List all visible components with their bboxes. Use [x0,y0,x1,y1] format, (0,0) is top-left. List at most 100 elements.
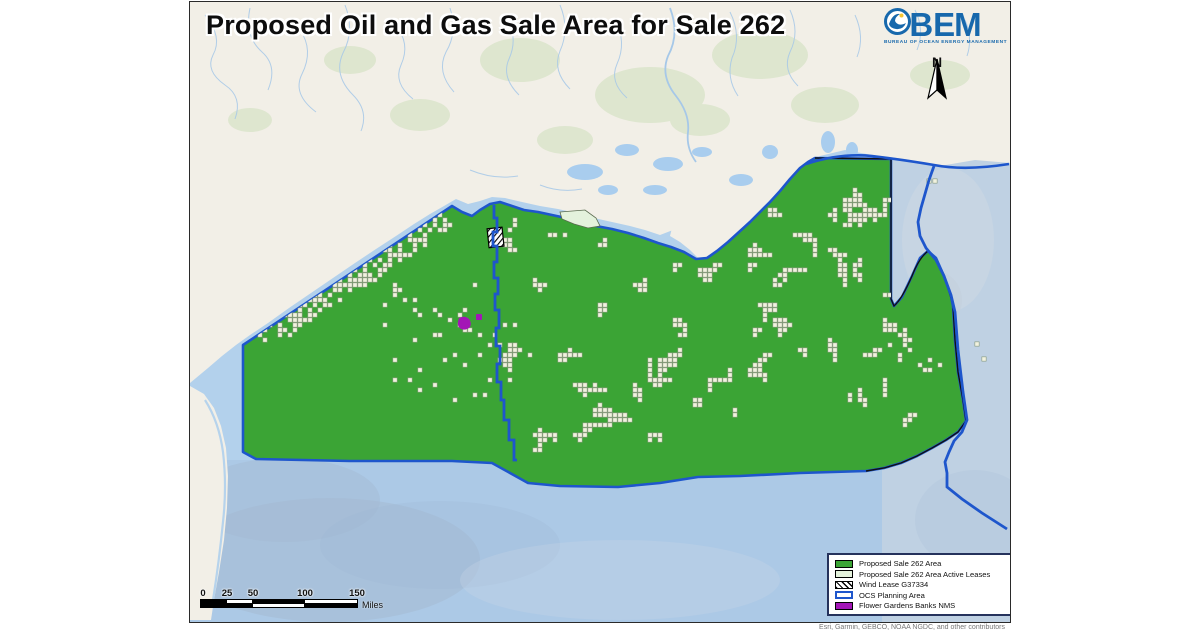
lease-block [657,382,663,388]
lease-block [882,317,888,323]
scale-unit: Miles [362,600,384,610]
lease-block [447,222,453,228]
lease-block [722,377,728,383]
lease-block [912,412,918,418]
lease-block [727,372,733,378]
lease-block [907,412,913,418]
lease-block [602,307,608,313]
legend-label: Wind Lease G37334 [859,580,929,589]
boem-letter-b: B [909,6,933,43]
lease-block [512,217,518,223]
lease-block [792,267,798,273]
legend-item-sale-area: Proposed Sale 262 Area [835,559,1007,568]
lease-block [442,357,448,363]
wind-lease-hatch-swatch [835,580,853,589]
lease-block [782,277,788,283]
ocs-boundary-east [916,165,1008,531]
active-leases-swatch [835,570,853,578]
lease-block [787,322,793,328]
lease-block [357,277,363,283]
nms-purple-swatch [835,601,853,610]
bathymetry-shading [320,501,560,589]
lease-block [507,377,513,383]
lease-block [392,282,398,288]
lease-block [657,367,663,373]
lease-block [862,202,868,208]
vegetation-patches [228,31,970,154]
lease-block [852,202,858,208]
lease-block [292,312,298,318]
lease-block [772,282,778,288]
lease-block [412,337,418,343]
lease-block [887,342,893,348]
lease-block [852,267,858,273]
lease-block [847,207,853,213]
lease-block [487,342,493,348]
lease-block [857,212,863,218]
lease-block [852,212,858,218]
lease-block [647,377,653,383]
lease-block [882,322,888,328]
lease-block [397,247,403,253]
lease-block [452,397,458,403]
scale-tick-0: 0 [200,588,206,599]
lease-block [772,302,778,308]
lease-block [467,327,473,333]
lease-block [832,347,838,353]
lease-block [672,317,678,323]
lease-block [372,262,378,268]
lease-block [752,327,758,333]
lease-block [707,377,713,383]
lease-block [872,352,878,358]
lease-block [872,207,878,213]
lease-block [287,332,293,338]
lease-block [902,422,908,428]
lease-block [412,307,418,313]
lease-block [512,347,518,353]
lease-block [767,212,773,218]
lease-block [507,357,513,363]
scale-tick-150: 150 [349,588,365,599]
lease-block [422,232,428,238]
lease-block [552,437,558,443]
legend-label: OCS Planning Area [859,590,925,600]
lease-block [602,412,608,418]
lease-block [407,237,413,243]
lease-block [507,362,513,368]
lease-block [477,352,483,358]
lease-block [837,272,843,278]
lease-block [682,332,688,338]
lease-block [907,347,913,353]
lease-block [507,347,513,353]
lease-block [412,247,418,253]
lease-block [637,387,643,393]
lease-block [572,432,578,438]
lease-block [932,178,938,184]
lease-block [502,352,508,358]
lease-block [757,302,763,308]
lease-block [692,402,698,408]
lease-block [837,267,843,273]
lease-block [287,317,293,323]
lease-block [577,387,583,393]
lease-block [832,212,838,218]
lease-block [432,222,438,228]
lease-block [442,217,448,223]
scale-tick-100: 100 [297,588,313,599]
lease-block [262,337,268,343]
lease-block [767,352,773,358]
lease-block [542,437,548,443]
lease-block [772,212,778,218]
lease-block [857,387,863,393]
lease-block [577,437,583,443]
lease-block [517,347,523,353]
north-arrow: N [923,55,951,100]
lease-block [842,267,848,273]
lease-block [757,252,763,258]
lease-block [417,367,423,373]
lease-block [747,247,753,253]
lease-block [667,362,673,368]
lease-block [772,277,778,283]
lease-block [717,262,723,268]
scale-tick-25: 25 [221,588,233,599]
